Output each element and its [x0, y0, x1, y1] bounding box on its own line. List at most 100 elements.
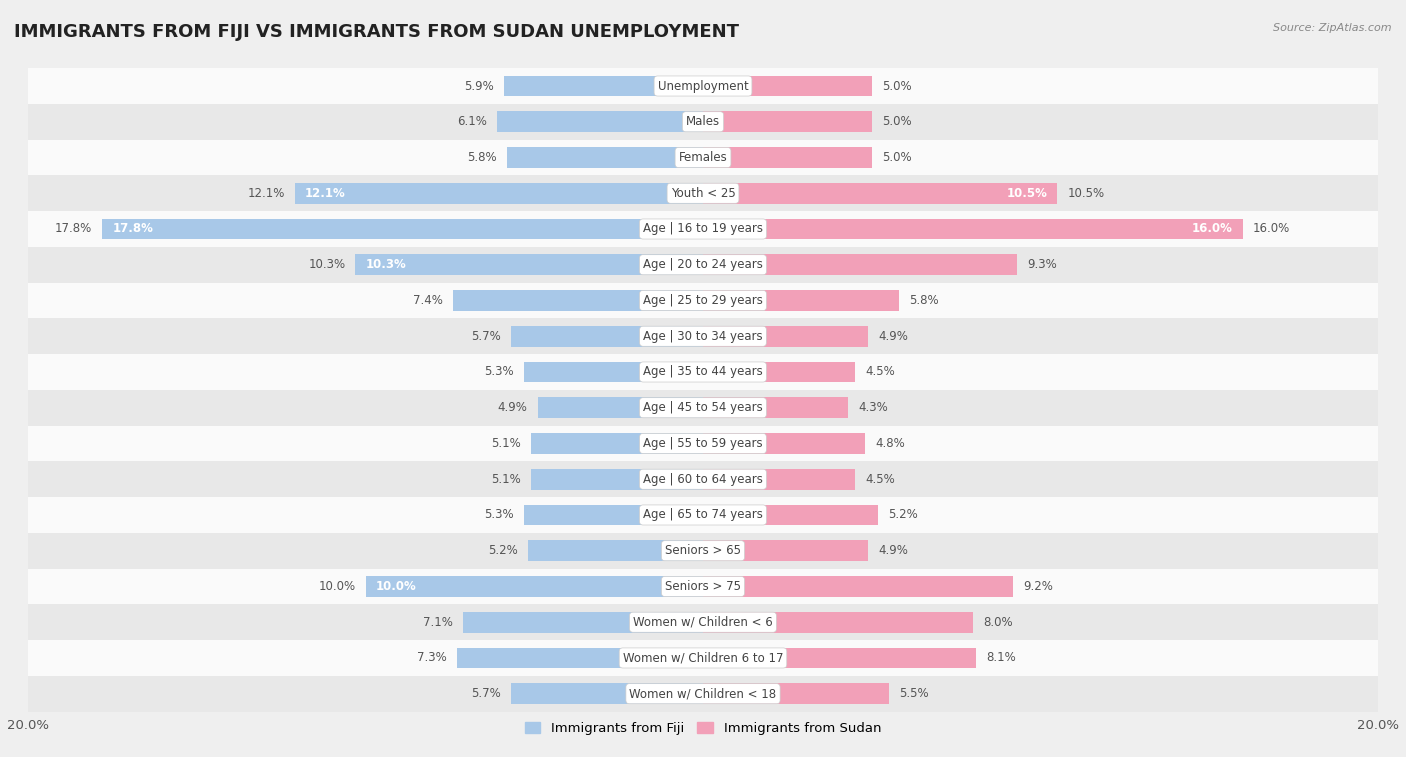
Text: 5.0%: 5.0% — [882, 115, 911, 128]
Bar — [703, 576, 1014, 597]
Text: 10.0%: 10.0% — [375, 580, 416, 593]
Bar — [537, 397, 703, 418]
Text: 5.7%: 5.7% — [471, 330, 501, 343]
Bar — [703, 540, 869, 561]
Text: Age | 60 to 64 years: Age | 60 to 64 years — [643, 472, 763, 486]
Bar — [28, 676, 1378, 712]
Bar — [703, 183, 1057, 204]
Text: 16.0%: 16.0% — [1253, 223, 1291, 235]
Bar — [28, 247, 1378, 282]
Text: 8.0%: 8.0% — [983, 615, 1012, 629]
Bar — [527, 540, 703, 561]
Bar — [28, 104, 1378, 139]
Bar — [28, 425, 1378, 461]
Text: 5.2%: 5.2% — [889, 509, 918, 522]
Text: Age | 16 to 19 years: Age | 16 to 19 years — [643, 223, 763, 235]
Text: Seniors > 65: Seniors > 65 — [665, 544, 741, 557]
Text: Age | 55 to 59 years: Age | 55 to 59 years — [643, 437, 763, 450]
Text: 16.0%: 16.0% — [1192, 223, 1233, 235]
Text: 7.3%: 7.3% — [416, 652, 447, 665]
Bar — [703, 612, 973, 633]
Text: 5.8%: 5.8% — [468, 151, 498, 164]
Text: Age | 45 to 54 years: Age | 45 to 54 years — [643, 401, 763, 414]
Text: 7.1%: 7.1% — [423, 615, 453, 629]
Text: Males: Males — [686, 115, 720, 128]
Legend: Immigrants from Fiji, Immigrants from Sudan: Immigrants from Fiji, Immigrants from Su… — [519, 717, 887, 740]
Bar — [510, 684, 703, 704]
Text: 5.8%: 5.8% — [908, 294, 938, 307]
Text: 17.8%: 17.8% — [112, 223, 153, 235]
Bar — [703, 254, 1017, 275]
Bar — [28, 211, 1378, 247]
Bar — [28, 604, 1378, 640]
Bar — [28, 354, 1378, 390]
Text: 7.4%: 7.4% — [413, 294, 443, 307]
Text: 4.9%: 4.9% — [879, 544, 908, 557]
Bar — [28, 319, 1378, 354]
Text: Source: ZipAtlas.com: Source: ZipAtlas.com — [1274, 23, 1392, 33]
Text: 4.8%: 4.8% — [875, 437, 905, 450]
Text: 10.3%: 10.3% — [308, 258, 346, 271]
Text: Women w/ Children 6 to 17: Women w/ Children 6 to 17 — [623, 652, 783, 665]
Text: 5.7%: 5.7% — [471, 687, 501, 700]
Bar — [703, 505, 879, 525]
Text: 5.0%: 5.0% — [882, 151, 911, 164]
Text: Unemployment: Unemployment — [658, 79, 748, 92]
Bar — [103, 219, 703, 239]
Bar — [524, 362, 703, 382]
Bar — [703, 147, 872, 168]
Bar — [703, 469, 855, 490]
Text: Females: Females — [679, 151, 727, 164]
Bar — [457, 647, 703, 668]
Bar — [453, 290, 703, 311]
Bar — [28, 390, 1378, 425]
Bar — [703, 433, 865, 454]
Text: 5.3%: 5.3% — [485, 509, 515, 522]
Text: 10.0%: 10.0% — [318, 580, 356, 593]
Bar — [28, 139, 1378, 176]
Text: Youth < 25: Youth < 25 — [671, 187, 735, 200]
Text: 4.3%: 4.3% — [858, 401, 889, 414]
Text: 10.5%: 10.5% — [1067, 187, 1105, 200]
Bar — [703, 326, 869, 347]
Text: IMMIGRANTS FROM FIJI VS IMMIGRANTS FROM SUDAN UNEMPLOYMENT: IMMIGRANTS FROM FIJI VS IMMIGRANTS FROM … — [14, 23, 740, 41]
Text: 5.2%: 5.2% — [488, 544, 517, 557]
Bar — [703, 290, 898, 311]
Bar — [28, 176, 1378, 211]
Bar — [28, 68, 1378, 104]
Bar — [703, 647, 976, 668]
Text: Age | 25 to 29 years: Age | 25 to 29 years — [643, 294, 763, 307]
Text: 12.1%: 12.1% — [305, 187, 346, 200]
Text: 5.3%: 5.3% — [485, 366, 515, 378]
Bar — [703, 397, 848, 418]
Text: 4.9%: 4.9% — [879, 330, 908, 343]
Text: 5.5%: 5.5% — [898, 687, 928, 700]
Text: 5.0%: 5.0% — [882, 79, 911, 92]
Bar — [510, 326, 703, 347]
Bar — [28, 533, 1378, 569]
Text: 5.9%: 5.9% — [464, 79, 494, 92]
Bar — [703, 76, 872, 96]
Text: Seniors > 75: Seniors > 75 — [665, 580, 741, 593]
Text: 4.9%: 4.9% — [498, 401, 527, 414]
Bar — [295, 183, 703, 204]
Text: Age | 65 to 74 years: Age | 65 to 74 years — [643, 509, 763, 522]
Bar — [703, 219, 1243, 239]
Text: Women w/ Children < 18: Women w/ Children < 18 — [630, 687, 776, 700]
Bar — [464, 612, 703, 633]
Text: 5.1%: 5.1% — [491, 472, 520, 486]
Text: 9.3%: 9.3% — [1026, 258, 1057, 271]
Text: 8.1%: 8.1% — [987, 652, 1017, 665]
Text: Age | 35 to 44 years: Age | 35 to 44 years — [643, 366, 763, 378]
Text: 12.1%: 12.1% — [247, 187, 284, 200]
Bar — [703, 684, 889, 704]
Bar — [498, 111, 703, 132]
Bar — [524, 505, 703, 525]
Bar — [703, 362, 855, 382]
Text: 10.3%: 10.3% — [366, 258, 406, 271]
Text: Age | 20 to 24 years: Age | 20 to 24 years — [643, 258, 763, 271]
Bar — [366, 576, 703, 597]
Bar — [508, 147, 703, 168]
Text: 6.1%: 6.1% — [457, 115, 486, 128]
Bar — [531, 433, 703, 454]
